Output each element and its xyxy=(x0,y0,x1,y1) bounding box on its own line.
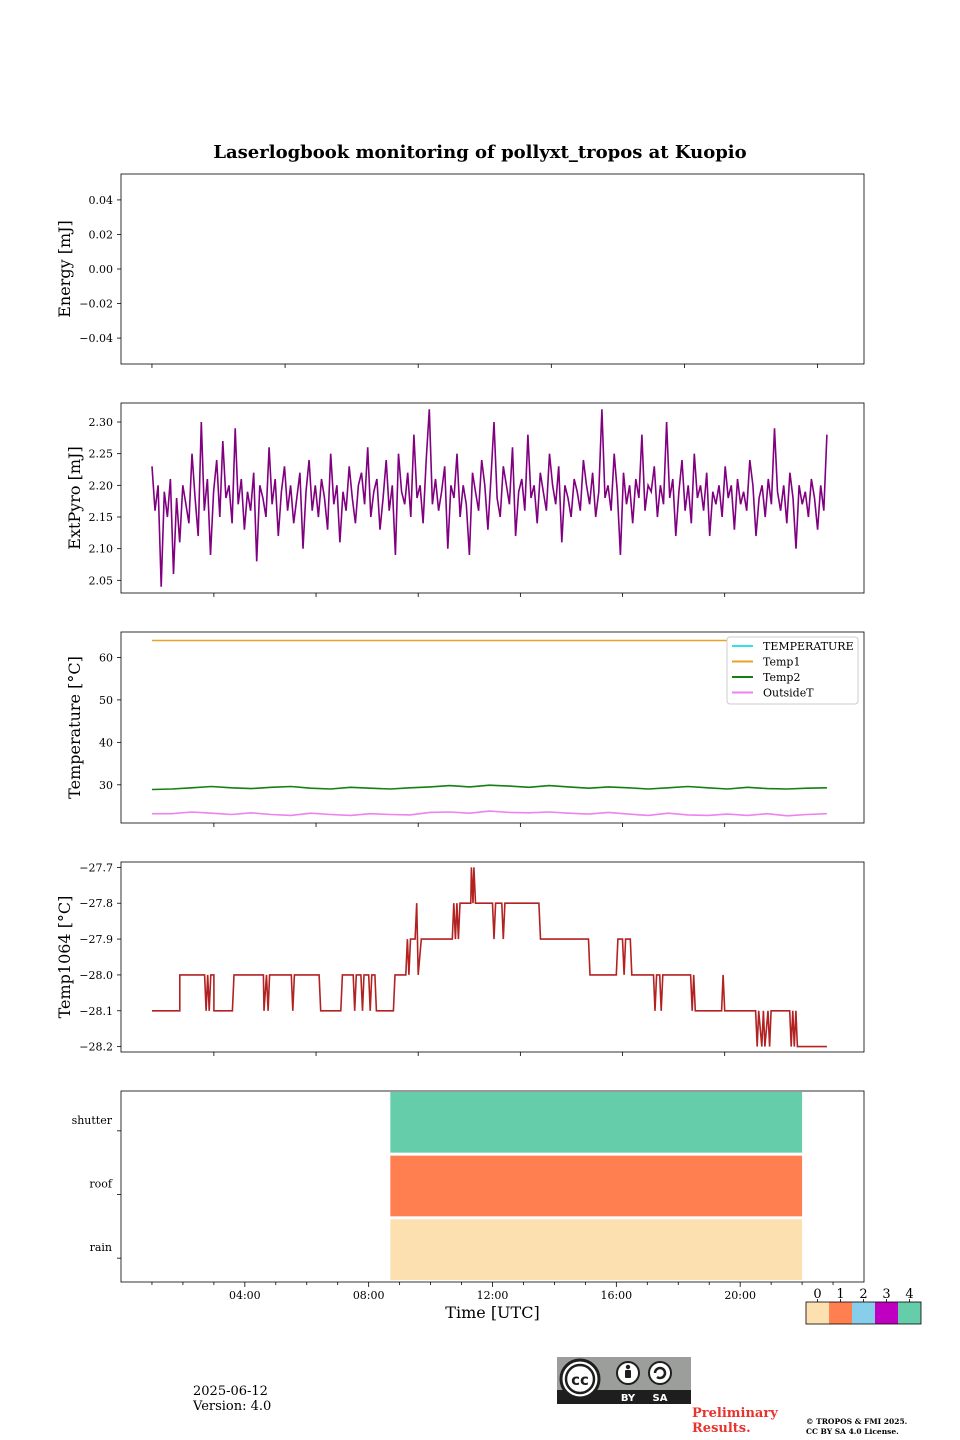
sa-share-alike-icon xyxy=(648,1361,672,1385)
series-line xyxy=(151,409,828,587)
y-tick-label: −0.02 xyxy=(79,298,113,311)
x-tick-label: 12:00 xyxy=(477,1289,509,1302)
x-tick-label: 20:00 xyxy=(724,1289,756,1302)
series-line-temp2 xyxy=(151,784,827,791)
y-tick-label: 60 xyxy=(99,651,113,664)
y-tick-label: rain xyxy=(90,1241,112,1254)
x-tick-label: 16:00 xyxy=(600,1289,632,1302)
colorbar-cell xyxy=(852,1302,875,1324)
badge-sa-label: SA xyxy=(653,1393,668,1404)
y-tick-label: 2.10 xyxy=(89,543,114,556)
x-axis-label: Time [UTC] xyxy=(445,1303,539,1322)
status-block-rain xyxy=(390,1219,803,1280)
colorbar-label: 3 xyxy=(882,1287,890,1302)
cc-by-sa-icon: cc BY SA xyxy=(557,1357,691,1404)
y-axis-label: ExtPyro [mJ] xyxy=(65,446,84,549)
y-tick-label: −28.1 xyxy=(79,1005,113,1018)
colorbar-frame xyxy=(805,1301,922,1325)
colorbar-label: 2 xyxy=(859,1287,867,1302)
panel-5: shutter roof rain 04:00 08:00 12:00 16:00 20:00… xyxy=(72,1090,922,1325)
y-axis-label: Temperature [°C] xyxy=(65,656,84,799)
y-tick-label: 0.02 xyxy=(89,228,114,241)
legend-label: TEMPERATURE xyxy=(763,640,854,653)
series-line xyxy=(152,867,827,1048)
colorbar-label: 0 xyxy=(813,1287,821,1302)
y-tick-label: 50 xyxy=(99,694,113,707)
y-tick-label: −27.7 xyxy=(79,861,113,874)
y-tick-label: 2.15 xyxy=(89,511,114,524)
series-line-outsidet xyxy=(152,810,827,817)
y-axis-label: Temp1064 [°C] xyxy=(55,896,74,1019)
y-tick-label: −27.8 xyxy=(79,897,113,910)
colorbar-label: 1 xyxy=(836,1287,844,1302)
status-block-shutter xyxy=(390,1092,803,1153)
legend-label: OutsideT xyxy=(763,687,814,700)
y-tick-label: 0.04 xyxy=(89,194,114,207)
y-tick-label: 2.25 xyxy=(89,448,114,461)
y-tick-label: 2.05 xyxy=(89,574,114,587)
panel-3: 60 50 40 30 Temperature [°C] TEMPERATURE Temp1… xyxy=(65,631,865,827)
colorbar-cell xyxy=(875,1302,898,1324)
y-tick-label: 40 xyxy=(99,736,113,749)
panel-2: 2.30 2.25 2.20 2.15 2.10 2.05 ExtPyro [mJ] xyxy=(65,402,865,597)
colorbar-cell xyxy=(898,1302,921,1324)
badge-by-label: BY xyxy=(621,1393,636,1404)
footer-info: 2025-06-12 Version: 4.0 xyxy=(193,1384,271,1414)
y-tick-label: roof xyxy=(89,1178,113,1191)
colorbar-cell xyxy=(806,1302,829,1324)
colorbar-cell xyxy=(829,1302,852,1324)
y-tick-label: −28.0 xyxy=(79,969,113,982)
copyright-notice: © TROPOS & FMI 2025. CC BY SA 4.0 Licens… xyxy=(806,1417,908,1436)
panel-4: −27.7 −27.8 −27.9 −28.0 −28.1 −28.2 Temp1064 [… xyxy=(55,861,865,1056)
footer-date: 2025-06-12 xyxy=(193,1384,268,1399)
panel-frame xyxy=(120,173,865,365)
status-block-roof xyxy=(390,1155,803,1217)
colorbar-label: 4 xyxy=(905,1287,913,1302)
panel-1: 0.04 0.02 0.00 −0.02 −0.04 Energy [mJ] xyxy=(55,173,865,368)
y-tick-label: 30 xyxy=(99,779,113,792)
svg-text:cc: cc xyxy=(571,1371,589,1389)
footer-version: Version: 4.0 xyxy=(193,1399,272,1414)
y-tick-label: shutter xyxy=(72,1114,113,1127)
x-tick-label: 04:00 xyxy=(229,1289,261,1302)
y-tick-label: −0.04 xyxy=(79,332,113,345)
x-tick-label: 08:00 xyxy=(353,1289,385,1302)
y-axis-label: Energy [mJ] xyxy=(55,220,74,318)
legend-box xyxy=(726,636,859,705)
y-tick-label: −28.2 xyxy=(79,1041,113,1054)
panel-frame xyxy=(120,861,865,1053)
preliminary-results-note: Preliminary Results. xyxy=(692,1406,778,1436)
y-tick-label: −27.9 xyxy=(79,933,113,946)
chart-title: Laserlogbook monitoring of pollyxt_tropo… xyxy=(213,142,746,163)
y-tick-label: 2.20 xyxy=(89,479,114,492)
y-tick-label: 2.30 xyxy=(89,416,114,429)
y-tick-label: 0.00 xyxy=(89,263,114,276)
legend-label: Temp2 xyxy=(763,671,800,684)
legend-label: Temp1 xyxy=(763,656,800,669)
